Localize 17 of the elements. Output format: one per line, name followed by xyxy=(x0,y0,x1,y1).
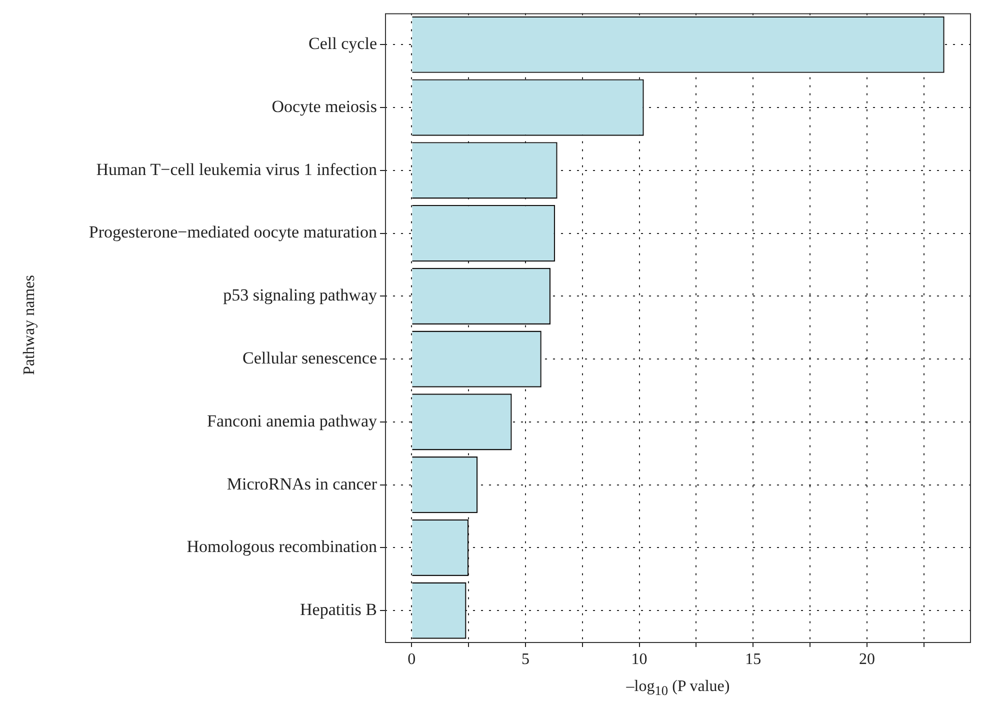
x-tick-label: 20 xyxy=(858,650,875,668)
y-tick-label: Hepatitis B xyxy=(300,600,377,620)
y-tick-label: p53 signaling pathway xyxy=(223,286,378,305)
x-tick-label: 15 xyxy=(745,650,762,668)
y-tick-label: MicroRNAs in cancer xyxy=(226,474,378,494)
y-tick-label: Homologous recombination xyxy=(186,537,378,556)
y-tick-label: Fanconi anemia pathway xyxy=(207,411,378,430)
y-tick-label: Oocyte meiosis xyxy=(272,96,377,116)
x-tick-label: 10 xyxy=(631,650,648,668)
y-tick-label: Human T−cell leukemia virus 1 infection xyxy=(96,160,378,179)
y-axis-title: Pathway names xyxy=(21,275,39,375)
y-tick-label: Progesterone−mediated oocyte maturation xyxy=(88,222,378,242)
x-tick-label: 0 xyxy=(408,650,416,668)
x-axis-title: –log$_{10}$ (P value) xyxy=(626,678,730,698)
y-tick-label: Cellular senescence xyxy=(242,348,377,368)
x-tick-label: 5 xyxy=(521,650,530,668)
y-tick-label: Cell cycle xyxy=(308,34,377,54)
